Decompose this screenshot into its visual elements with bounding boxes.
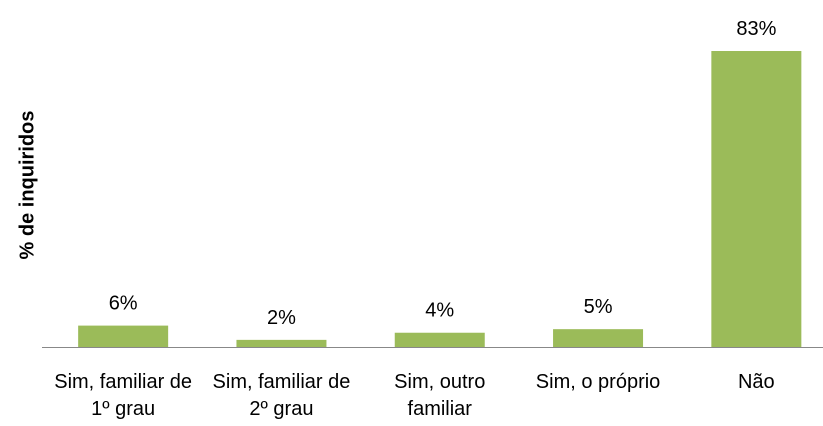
value-label: 83%	[736, 18, 776, 40]
x-tick-label: Sim, outro familiar	[394, 371, 486, 420]
value-label: 4%	[425, 300, 454, 322]
y-axis-label: % de inquiridos	[16, 111, 38, 260]
bar	[394, 332, 485, 347]
x-tick-label: Sim, familiar de 2º grau	[212, 371, 351, 420]
bar	[78, 325, 169, 347]
bar	[553, 329, 644, 347]
value-label: 2%	[267, 307, 296, 329]
bar	[236, 339, 327, 347]
value-label: 5%	[584, 296, 613, 318]
value-label: 6%	[109, 293, 138, 315]
x-tick-label: Sim, familiar de 1º grau	[54, 371, 193, 420]
x-tick-label: Sim, o próprio	[535, 371, 661, 393]
bar	[711, 51, 802, 347]
x-tick-label: Não	[737, 371, 775, 393]
